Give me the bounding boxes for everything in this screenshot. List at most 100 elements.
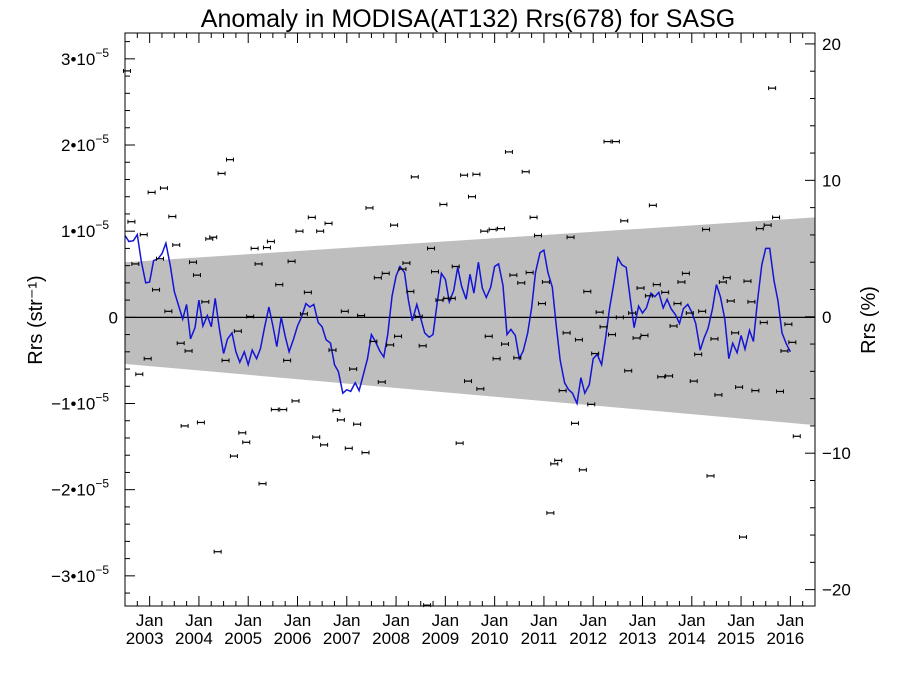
data-point — [611, 139, 620, 144]
data-point — [242, 440, 251, 445]
x-tick-label-month: Jan — [432, 611, 459, 630]
data-point — [225, 157, 234, 162]
data-point — [320, 442, 329, 447]
data-point — [201, 299, 210, 304]
data-point — [295, 229, 304, 234]
y-tick-label-left: 2•10−5 — [61, 132, 109, 155]
data-point — [246, 314, 255, 319]
data-point — [661, 290, 670, 295]
data-point — [677, 280, 686, 285]
data-point — [751, 388, 760, 393]
data-point — [731, 330, 740, 335]
data-point — [504, 149, 513, 154]
data-point — [357, 313, 366, 318]
data-point — [336, 417, 345, 422]
data-point — [488, 227, 497, 232]
data-point — [497, 226, 506, 231]
data-point — [394, 334, 403, 339]
data-point — [361, 450, 370, 455]
y-tick-label-exponent: −5 — [95, 477, 109, 491]
data-point — [784, 322, 793, 327]
y-tick-label-exponent: −5 — [95, 218, 109, 232]
data-point — [484, 334, 493, 339]
data-point — [574, 337, 583, 342]
y-tick-label-base: 2•10 — [61, 136, 95, 155]
data-point — [615, 315, 624, 320]
y-tick-label-base: −3•10 — [51, 567, 95, 586]
data-point — [669, 323, 678, 328]
data-point — [381, 271, 390, 276]
data-point — [763, 223, 772, 228]
y-tick-label-base: 1•10 — [61, 222, 95, 241]
data-point — [554, 458, 563, 463]
data-point — [607, 332, 616, 337]
y-tick-label-right: 10 — [822, 171, 841, 190]
data-point — [152, 287, 161, 292]
data-point — [414, 314, 423, 319]
x-tick-label-year: 2015 — [717, 629, 755, 648]
data-point — [180, 423, 189, 428]
y-tick-label-left: 1•10−5 — [61, 218, 109, 241]
data-point — [467, 194, 476, 199]
x-tick-label-month: Jan — [727, 611, 754, 630]
data-point — [541, 280, 550, 285]
data-point — [722, 275, 731, 280]
data-point — [768, 86, 777, 91]
x-tick-label-year: 2006 — [274, 629, 312, 648]
data-point — [476, 386, 485, 391]
data-point — [694, 352, 703, 357]
data-point — [349, 367, 358, 372]
data-point — [460, 173, 469, 178]
data-point — [743, 279, 752, 284]
data-point — [665, 373, 674, 378]
data-point — [189, 260, 198, 265]
data-point — [390, 223, 399, 228]
data-point — [373, 275, 382, 280]
x-tick-label-month: Jan — [333, 611, 360, 630]
data-point — [377, 379, 386, 384]
data-point — [620, 218, 629, 223]
y-tick-label-base: −2•10 — [51, 481, 95, 500]
data-point — [316, 229, 325, 234]
data-point — [176, 341, 185, 346]
plot-area — [122, 68, 815, 608]
data-point — [168, 214, 177, 219]
data-point — [714, 392, 723, 397]
data-point — [570, 421, 579, 426]
data-point — [365, 205, 374, 210]
x-tick-label-year: 2008 — [372, 629, 410, 648]
data-point — [480, 229, 489, 234]
data-point — [275, 282, 284, 287]
y-axis-label-right: Rrs (%) — [858, 286, 880, 354]
y-tick-label-exponent: −5 — [95, 563, 109, 577]
data-point — [537, 301, 546, 306]
data-point — [455, 441, 464, 446]
data-point — [147, 190, 156, 195]
x-tick-label-month: Jan — [629, 611, 656, 630]
data-point — [657, 374, 666, 379]
data-point — [192, 273, 201, 278]
data-point — [279, 407, 288, 412]
x-tick-label-month: Jan — [678, 611, 705, 630]
data-point — [159, 186, 168, 191]
data-point — [509, 273, 518, 278]
data-point — [628, 311, 637, 316]
x-tick-label-month: Jan — [284, 611, 311, 630]
data-point — [431, 269, 440, 274]
data-point — [439, 202, 448, 207]
data-point — [517, 280, 526, 285]
data-point — [710, 336, 719, 341]
data-point — [500, 342, 509, 347]
data-point — [139, 232, 148, 237]
data-point — [386, 342, 395, 347]
data-point — [217, 171, 226, 176]
y-tick-label-exponent: −5 — [95, 391, 109, 405]
y-tick-label-left: 0 — [109, 308, 118, 327]
data-point — [698, 309, 707, 314]
data-point — [369, 339, 378, 344]
y-axis-label-left: Rrs (str⁻¹) — [25, 275, 47, 364]
data-point — [164, 309, 173, 314]
data-point — [418, 343, 427, 348]
data-point — [558, 388, 567, 393]
envelope-band — [125, 217, 815, 426]
